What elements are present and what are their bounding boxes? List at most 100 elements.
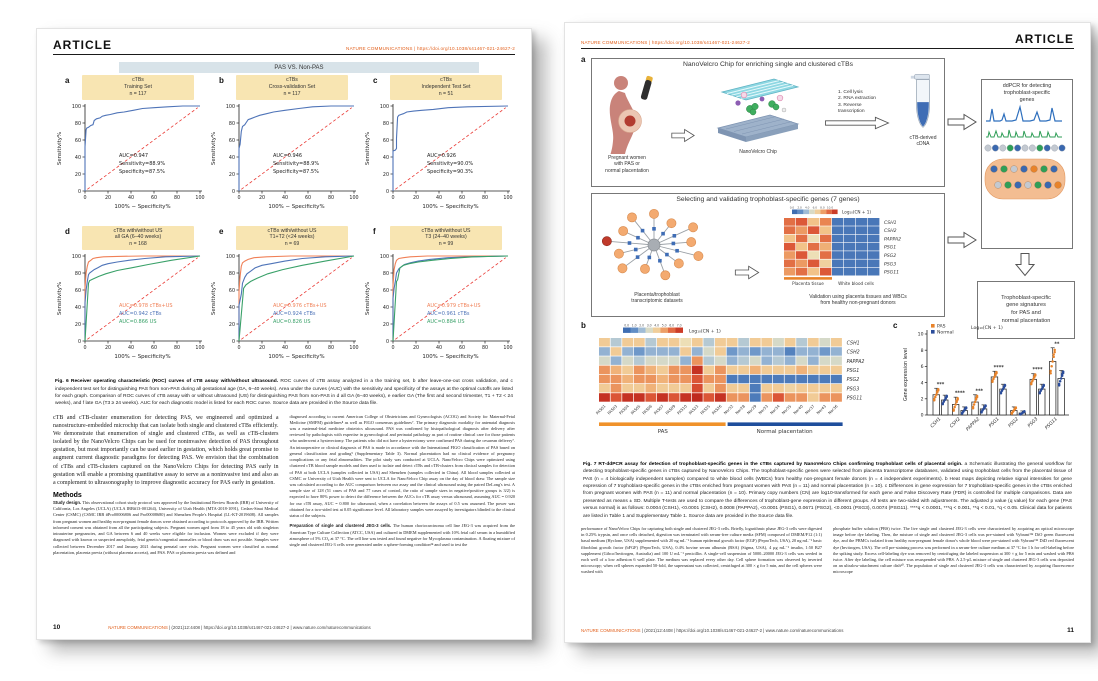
- svg-text:0: 0: [83, 195, 86, 201]
- svg-text:80: 80: [482, 195, 488, 201]
- jeg3-label: Preparation of single and clustered JEG-…: [289, 523, 392, 529]
- svg-text:8: 8: [921, 348, 924, 354]
- svg-text:***: ***: [976, 388, 984, 394]
- svg-text:CSH2: CSH2: [847, 350, 860, 356]
- page-footer-left: 10 NATURE COMMUNICATIONS | (2021)12:4408…: [53, 624, 515, 631]
- svg-text:Sensitivity%: Sensitivity%: [365, 282, 371, 315]
- roc-panel-header-a: cTBs Training Set n = 117: [82, 75, 194, 100]
- svg-text:80: 80: [383, 120, 389, 126]
- svg-text:20: 20: [105, 345, 111, 351]
- workflow-arrow-icon: [947, 231, 977, 249]
- roc-panel-header-d: cTBs with/without US all GA (6–40 weeks) n…: [82, 225, 194, 251]
- svg-text:100% − Specificity%: 100% − Specificity%: [114, 204, 170, 210]
- svg-text:0: 0: [386, 188, 389, 194]
- svg-text:PSG11: PSG11: [884, 270, 899, 276]
- study-design-text: This observational cohort study protocol…: [53, 500, 279, 555]
- svg-text:0: 0: [78, 188, 81, 194]
- cdna-label: cTB-derived cDNA: [909, 135, 937, 148]
- svg-text:AUC=0.979 cTBs+US: AUC=0.979 cTBs+US: [427, 303, 481, 309]
- svg-text:20: 20: [75, 322, 81, 328]
- svg-text:0: 0: [391, 195, 394, 201]
- svg-text:PAS05: PAS05: [630, 403, 642, 415]
- svg-text:60: 60: [229, 288, 235, 294]
- roc-panel-c: c cTBs Independent Test Set n = 51 0 0 20 20 40 4…: [361, 75, 515, 224]
- transcriptome-network-diagram: [601, 208, 704, 281]
- svg-text:0: 0: [232, 339, 235, 345]
- validation-heatmap: 0.0 2.0 4.0 6.0 8.0 10.0 Log₁₀(CN + 1) CSH1 CSH2…: [784, 205, 901, 286]
- svg-text:80: 80: [229, 271, 235, 277]
- svg-text:AUC=0.926: AUC=0.926: [427, 153, 456, 159]
- page-header-left: ARTICLE NATURE COMMUNICATIONS | https://…: [53, 37, 515, 55]
- svg-text:100: 100: [349, 195, 358, 201]
- svg-text:Nor35: Nor35: [781, 403, 793, 415]
- svg-text:CSH1: CSH1: [929, 416, 942, 429]
- figure7: a NanoVelcro Chip for enriching single a…: [581, 55, 1075, 457]
- svg-text:0: 0: [237, 195, 240, 201]
- figure6-caption-text: ROC curves of cTB assay analyzed in a th…: [55, 379, 513, 407]
- panel-letter-a: a: [581, 55, 586, 64]
- svg-text:100: 100: [503, 195, 512, 201]
- svg-text:100: 100: [349, 345, 358, 351]
- svg-text:0: 0: [921, 413, 924, 419]
- svg-text:80: 80: [482, 345, 488, 351]
- roc-plot-b: 00 20 20 40 40 60 60 80 80 100 100 100% − Specifici…: [211, 103, 359, 210]
- svg-text:CSH1: CSH1: [847, 340, 860, 346]
- svg-text:60: 60: [383, 288, 389, 294]
- svg-text:100: 100: [503, 345, 512, 351]
- svg-text:40: 40: [128, 345, 134, 351]
- svg-text:PAS10: PAS10: [676, 403, 688, 415]
- svg-text:100: 100: [195, 195, 204, 201]
- svg-text:Specificity=87.5%: Specificity=87.5%: [273, 169, 319, 175]
- svg-text:40: 40: [75, 154, 81, 160]
- svg-text:20: 20: [259, 195, 265, 201]
- panel-letter-d: d: [65, 226, 70, 236]
- body-right-col1: performance of NanoVelcro Chips for capt…: [581, 525, 822, 575]
- lysis-steps: 1. Cell lysis 2. RNA extraction 3. Rever…: [837, 90, 877, 115]
- svg-text:AUC=0.961 cTBs: AUC=0.961 cTBs: [427, 311, 470, 317]
- svg-text:100% − Specificity%: 100% − Specificity%: [268, 354, 324, 360]
- svg-text:***: ***: [937, 382, 945, 388]
- svg-text:40: 40: [383, 154, 389, 160]
- study-design-label: Study design.: [53, 500, 82, 505]
- svg-text:100% − Specificity%: 100% − Specificity%: [268, 204, 324, 210]
- down-arrow-icon: [1015, 253, 1035, 277]
- svg-text:PAPPA2: PAPPA2: [884, 236, 901, 242]
- svg-text:Sensitivity=90.0%: Sensitivity=90.0%: [427, 161, 473, 167]
- svg-text:PAS04: PAS04: [618, 403, 630, 415]
- ddpcr-title: ddPCR for detecting trophoblast-specific…: [1002, 83, 1052, 103]
- svg-text:0: 0: [232, 188, 235, 194]
- workflow-arrow-icon: [734, 265, 760, 280]
- svg-text:Sensitivity%: Sensitivity%: [57, 282, 63, 315]
- svg-text:40: 40: [229, 305, 235, 311]
- methods-right-paragraph: diagnosed according to current American …: [289, 413, 516, 519]
- svg-text:80: 80: [174, 195, 180, 201]
- svg-text:AUC=0.866 US: AUC=0.866 US: [119, 319, 157, 325]
- svg-text:Nor40: Nor40: [792, 403, 804, 415]
- page-10: ARTICLE NATURE COMMUNICATIONS | https://…: [36, 28, 532, 640]
- svg-text:PAS03: PAS03: [606, 403, 618, 415]
- svg-text:Sensitivity%: Sensitivity%: [365, 131, 371, 164]
- svg-text:8.0: 8.0: [820, 205, 825, 209]
- svg-text:CSH2: CSH2: [949, 416, 962, 429]
- svg-text:40: 40: [436, 195, 442, 201]
- svg-text:****: ****: [955, 391, 966, 397]
- figure7-caption: Fig. 7 RT-ddPCR assay for detection of t…: [583, 461, 1072, 520]
- svg-text:**: **: [1054, 341, 1060, 347]
- page-number: 11: [1067, 627, 1074, 634]
- body-text-left-page: cTB and cTB-cluster enumeration for dete…: [53, 414, 515, 560]
- footer-citation: NATURE COMMUNICATIONS | (2021)12:4408 | …: [581, 628, 844, 633]
- box1-title: NanoVelcro Chip for enriching single and…: [682, 61, 853, 68]
- svg-text:Log₁₀(CN + 1): Log₁₀(CN + 1): [689, 329, 721, 335]
- validation-caption: Validation using placenta tissues and WB…: [809, 294, 907, 307]
- svg-text:10.0: 10.0: [827, 205, 833, 209]
- svg-text:0: 0: [237, 345, 240, 351]
- jeg3-text: The human choriocarcinoma cell line JEG-…: [289, 523, 516, 547]
- validation-heatmap-unit: 0.0 2.0 4.0 6.0 8.0 10.0 Log₁₀(CN + 1) CSH1 CSH2…: [778, 205, 938, 307]
- svg-text:60: 60: [151, 195, 157, 201]
- svg-text:Nor33: Nor33: [757, 403, 769, 415]
- pregnant-label: Pregnant women with PAS or normal placen…: [605, 155, 649, 174]
- svg-text:20: 20: [413, 345, 419, 351]
- figure7-caption-title: Fig. 7 RT-ddPCR assay for detection of t…: [583, 462, 963, 467]
- svg-text:80: 80: [75, 271, 81, 277]
